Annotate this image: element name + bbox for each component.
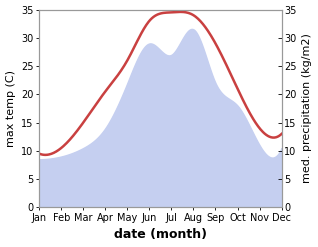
X-axis label: date (month): date (month) <box>114 228 207 242</box>
Y-axis label: max temp (C): max temp (C) <box>5 70 16 147</box>
Y-axis label: med. precipitation (kg/m2): med. precipitation (kg/m2) <box>302 34 313 183</box>
